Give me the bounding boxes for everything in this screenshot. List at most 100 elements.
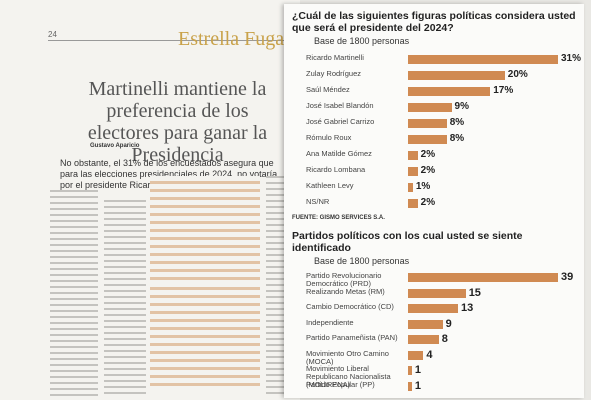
text-line: [266, 314, 296, 316]
category-label: NS/NR: [306, 197, 330, 206]
text-line: [104, 254, 146, 256]
text-line: [50, 382, 98, 384]
text-line: [50, 388, 98, 390]
text-line: [50, 298, 98, 300]
text-line: [50, 328, 98, 330]
value-label: 39: [561, 271, 574, 283]
category-label: Partido Panameñista (PAN): [306, 333, 398, 342]
value-label: 8: [441, 333, 448, 345]
text-line: [266, 380, 296, 382]
text-line: [104, 356, 146, 358]
text-line: [104, 284, 146, 286]
text-line: [266, 362, 296, 364]
category-label: Realizando Metas (RM): [306, 286, 385, 296]
bar: [408, 87, 491, 96]
text-line: [50, 220, 98, 222]
text-line: [50, 250, 98, 252]
text-line: [50, 268, 98, 270]
text-line: [50, 280, 98, 282]
text-line: [266, 368, 296, 370]
category-label: Saúl Méndez: [306, 85, 350, 94]
bar: [408, 183, 413, 192]
text-line: [266, 248, 296, 250]
category-label: José Gabriel Carrizo: [306, 117, 375, 126]
text-line: [50, 334, 98, 336]
category-label: Kathleen Levy: [306, 181, 354, 190]
category-label: Movimiento Otro Camino (MOCA): [306, 348, 389, 366]
text-line: [104, 278, 146, 280]
text-line: [104, 302, 146, 304]
text-line: [266, 344, 296, 346]
text-line: [266, 374, 296, 376]
text-line: [50, 238, 98, 240]
text-line: [104, 248, 146, 250]
value-label: 1: [414, 364, 421, 376]
text-line: [50, 346, 98, 348]
text-line: [104, 266, 146, 268]
text-line: [266, 266, 296, 268]
text-line: [266, 392, 296, 394]
value-label: 1%: [415, 181, 431, 192]
value-label: 15: [468, 286, 481, 299]
text-line: [50, 316, 98, 318]
value-label: 13: [461, 302, 474, 314]
text-line: [266, 230, 296, 232]
category-label: Ricardo Martinelli: [306, 53, 364, 62]
text-line: [104, 212, 146, 214]
bar: [408, 366, 412, 375]
bar: [408, 319, 443, 329]
text-line: [266, 278, 296, 280]
text-line: [50, 352, 98, 354]
text-line: [266, 182, 296, 184]
text-line: [50, 244, 98, 246]
text-line: [50, 232, 98, 234]
text-line: [266, 260, 296, 262]
text-line: [104, 362, 146, 364]
text-line: [266, 356, 296, 358]
category-label: Movimiento Liberal Republicano Nacionali…: [306, 364, 391, 389]
chart-subtitle: Base de 1800 personas: [314, 36, 410, 46]
text-line: [104, 308, 146, 310]
bar: [408, 167, 418, 176]
category-label: Independiente: [306, 317, 354, 327]
section: Estrella Fuga: [178, 28, 285, 50]
value-label: 9%: [454, 101, 469, 112]
text-line: [266, 218, 296, 220]
text-line: [266, 284, 296, 286]
text-line: [266, 272, 296, 274]
text-line: [104, 260, 146, 262]
text-line: [50, 196, 98, 198]
headline: Martinelli mantiene la preferencia de lo…: [87, 78, 268, 166]
text-line: [50, 190, 98, 192]
value-label: 31%: [561, 53, 582, 64]
text-line: [104, 200, 146, 202]
bar: [408, 103, 452, 112]
bar: [408, 350, 424, 360]
text-line: [104, 230, 146, 232]
text-line: [104, 272, 146, 274]
text-line: [104, 224, 146, 226]
text-line: [104, 320, 146, 322]
text-line: [50, 322, 98, 324]
text-line: [104, 242, 146, 244]
rule: [48, 40, 288, 41]
value-label: 8%: [449, 117, 465, 128]
bar: [408, 151, 418, 160]
text-line: [266, 200, 296, 202]
text-line: [104, 386, 146, 388]
chart-title: ¿Cuál de las siguientes figuras política…: [292, 10, 576, 34]
text-line: [104, 350, 146, 352]
text-line: [50, 292, 98, 294]
text-line: [104, 218, 146, 220]
text-line: [104, 338, 146, 340]
text-line: [50, 286, 98, 288]
text-line: [104, 344, 146, 346]
text-line: [266, 332, 296, 334]
text-line: [266, 206, 296, 208]
value-label: 9: [445, 317, 452, 330]
value-label: 2%: [420, 165, 436, 176]
text-line: [104, 314, 146, 316]
text-line: [50, 256, 98, 258]
bar: [408, 135, 447, 144]
